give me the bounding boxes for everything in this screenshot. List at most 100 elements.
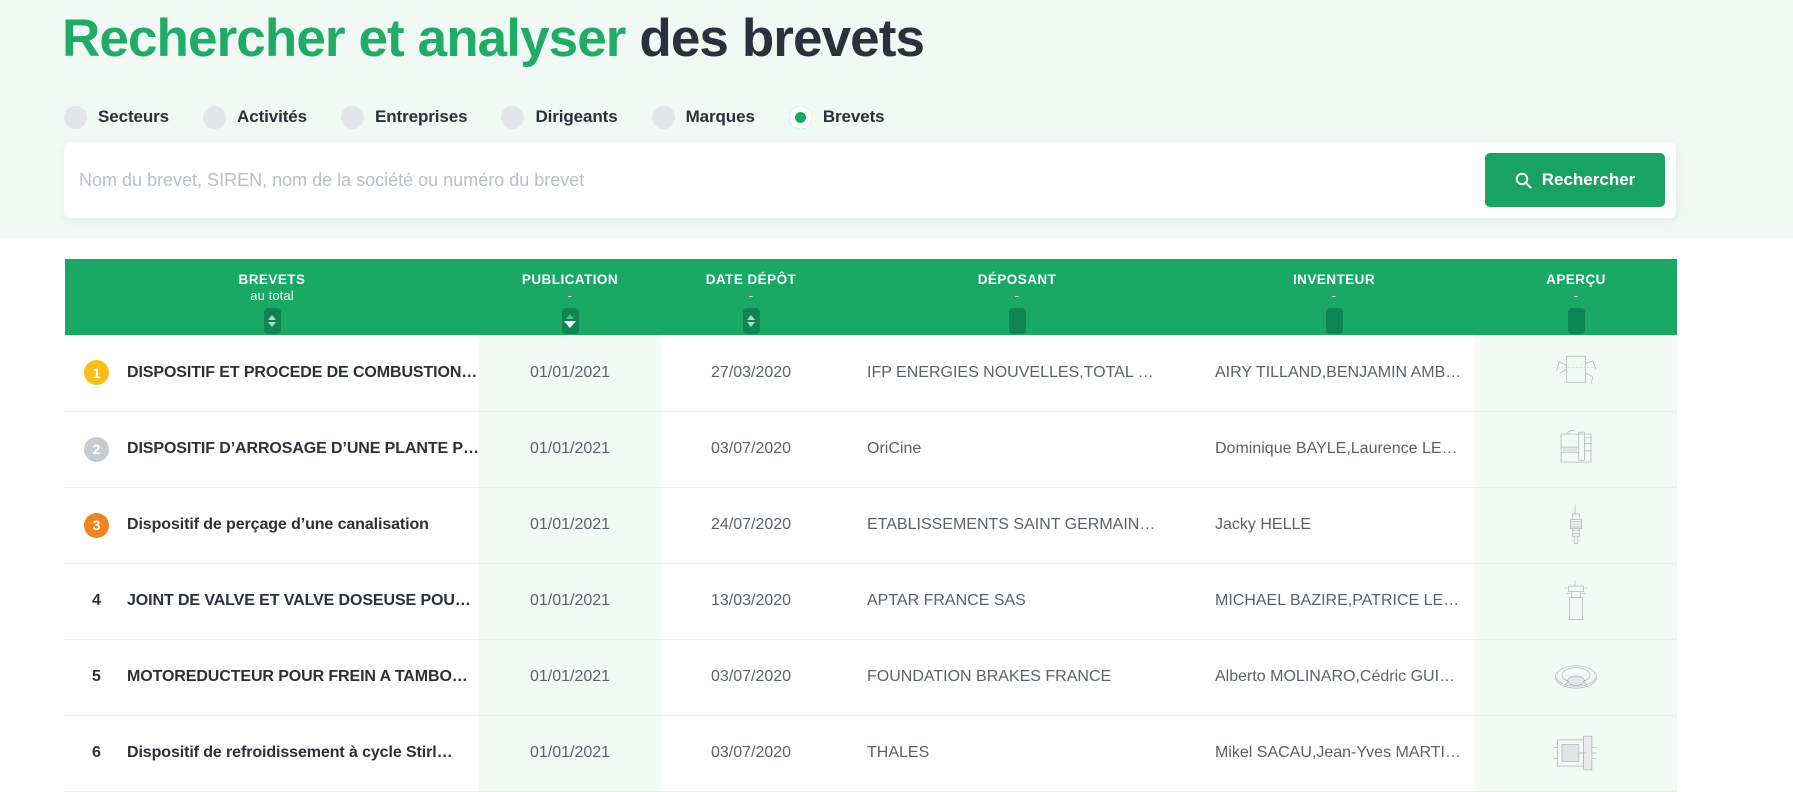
radio-option-secteurs[interactable]: Secteurs — [64, 106, 169, 129]
column-header-title: APERÇU — [1475, 271, 1677, 288]
publication-date: 01/01/2021 — [479, 744, 661, 762]
column-header-inventeur[interactable]: INVENTEUR- — [1193, 259, 1475, 335]
radio-option-entreprises[interactable]: Entreprises — [341, 106, 467, 129]
column-header-subtitle: - — [479, 288, 661, 304]
sort-control[interactable] — [264, 308, 281, 334]
table-row[interactable]: 1DISPOSITIF ET PROCEDE DE COMBUSTION…01/… — [65, 335, 1677, 411]
search-button[interactable]: Rechercher — [1485, 153, 1665, 207]
table-row[interactable]: 4JOINT DE VALVE ET VALVE DOSEUSE POUR…01… — [65, 563, 1677, 639]
table-row[interactable]: 6Dispositif de refroidissement à cycle S… — [65, 715, 1677, 791]
patent-drawing-thumbnail[interactable] — [1475, 576, 1677, 626]
cell-deposant: OriCine — [841, 411, 1193, 487]
cell-deposant: FOUNDATION BRAKES FRANCE — [841, 639, 1193, 715]
sort-control[interactable] — [1326, 308, 1343, 334]
column-header-datedpt[interactable]: DATE DÉPÔT- — [661, 259, 841, 335]
publication-date: 01/01/2021 — [479, 516, 661, 534]
date-depot: 24/07/2020 — [661, 516, 841, 534]
deposant-name: FOUNDATION BRAKES FRANCE — [841, 668, 1193, 686]
row-rank-badge: 3 — [84, 513, 109, 538]
cell-brevet[interactable]: 2DISPOSITIF D’ARROSAGE D’UNE PLANTE P… — [65, 411, 479, 487]
radio-option-activits[interactable]: Activités — [203, 106, 307, 129]
cell-publication: 01/01/2021 — [479, 563, 661, 639]
radio-option-dirigeants[interactable]: Dirigeants — [501, 106, 617, 129]
sort-asc-icon — [268, 315, 276, 320]
table-row[interactable]: 2DISPOSITIF D’ARROSAGE D’UNE PLANTE P…01… — [65, 411, 1677, 487]
radio-dot-icon — [652, 106, 675, 129]
cell-brevet[interactable]: 6Dispositif de refroidissement à cycle S… — [65, 715, 479, 791]
table-row[interactable]: 5MOTOREDUCTEUR POUR FREIN A TAMBO…01/01/… — [65, 639, 1677, 715]
date-depot: 03/07/2020 — [661, 668, 841, 686]
cell-inventeur: Mikel SACAU,Jean-Yves MARTIN,Ju… — [1193, 715, 1475, 791]
cell-inventeur: Alberto MOLINARO,Cédric GUIGN… — [1193, 639, 1475, 715]
column-header-publication[interactable]: PUBLICATION- — [479, 259, 661, 335]
radio-dot-icon — [789, 106, 812, 129]
search-input[interactable] — [79, 142, 1499, 218]
cell-apercu[interactable] — [1475, 715, 1677, 791]
inventeur-name: Dominique BAYLE,Laurence LEMA… — [1193, 440, 1475, 458]
cell-brevet[interactable]: 3 Dispositif de perçage d’une canalisatio… — [65, 487, 479, 563]
column-header-brevets[interactable]: BREVETSau total — [65, 259, 479, 335]
radio-dot-icon — [501, 106, 524, 129]
inventeur-name: MICHAEL BAZIRE,PATRICE LEONE — [1193, 592, 1475, 610]
patent-drawing-thumbnail[interactable] — [1475, 728, 1677, 778]
radio-option-marques[interactable]: Marques — [652, 106, 755, 129]
hero-section: Rechercher et analyser des brevets Secte… — [0, 0, 1793, 238]
patent-drawing-thumbnail[interactable] — [1475, 424, 1677, 474]
inventeur-name: Alberto MOLINARO,Cédric GUIGN… — [1193, 668, 1475, 686]
column-header-subtitle: - — [1193, 288, 1475, 304]
radio-dot-icon — [341, 106, 364, 129]
column-header-dposant[interactable]: DÉPOSANT- — [841, 259, 1193, 335]
cell-inventeur: Jacky HELLE — [1193, 487, 1475, 563]
cell-apercu[interactable] — [1475, 335, 1677, 411]
table-body: 1DISPOSITIF ET PROCEDE DE COMBUSTION…01/… — [65, 335, 1677, 791]
page-title-rest: des brevets — [639, 9, 924, 68]
cell-publication: 01/01/2021 — [479, 639, 661, 715]
cell-publication: 01/01/2021 — [479, 411, 661, 487]
radio-dot-icon — [64, 106, 87, 129]
patent-drawing-thumbnail[interactable] — [1475, 652, 1677, 702]
inventeur-name: AIRY TILLAND,BENJAMIN AMBLAR… — [1193, 364, 1475, 382]
table-header-row: BREVETSau totalPUBLICATION-DATE DÉPÔT-DÉ… — [65, 259, 1677, 335]
search-icon — [1515, 172, 1532, 189]
cell-apercu[interactable] — [1475, 487, 1677, 563]
sort-control[interactable] — [562, 308, 579, 334]
brevet-title: DISPOSITIF D’ARROSAGE D’UNE PLANTE P… — [127, 440, 479, 458]
deposant-name: ETABLISSEMENTS SAINT GERMAIN… — [841, 516, 1193, 534]
inventeur-name: Mikel SACAU,Jean-Yves MARTIN,Ju… — [1193, 744, 1475, 762]
column-header-subtitle: au total — [65, 288, 479, 304]
patent-drawing-thumbnail[interactable] — [1475, 500, 1677, 550]
page-title-highlight: Rechercher et analyser — [62, 9, 626, 68]
column-header-subtitle: - — [1475, 288, 1677, 304]
radio-option-brevets[interactable]: Brevets — [789, 106, 885, 129]
cell-apercu[interactable] — [1475, 411, 1677, 487]
date-depot: 13/03/2020 — [661, 592, 841, 610]
radio-option-label: Secteurs — [98, 107, 169, 127]
cell-brevet[interactable]: 4JOINT DE VALVE ET VALVE DOSEUSE POUR… — [65, 563, 479, 639]
cell-apercu[interactable] — [1475, 639, 1677, 715]
row-rank-badge: 1 — [84, 360, 109, 385]
cell-date-depot: 03/07/2020 — [661, 411, 841, 487]
publication-date: 01/01/2021 — [479, 592, 661, 610]
sort-control[interactable] — [1568, 308, 1585, 334]
column-header-title: DÉPOSANT — [841, 271, 1193, 288]
deposant-name: IFP ENERGIES NOUVELLES,TOTAL … — [841, 364, 1193, 382]
sort-control[interactable] — [1009, 308, 1026, 334]
cell-deposant: APTAR FRANCE SAS — [841, 563, 1193, 639]
column-header-aperu[interactable]: APERÇU- — [1475, 259, 1677, 335]
table-row[interactable]: 3 Dispositif de perçage d’une canalisatio… — [65, 487, 1677, 563]
brevet-title: Dispositif de perçage d’une canalisation — [127, 516, 429, 534]
column-header-subtitle: - — [661, 288, 841, 304]
radio-dot-icon — [203, 106, 226, 129]
table-header: BREVETSau totalPUBLICATION-DATE DÉPÔT-DÉ… — [65, 259, 1677, 335]
column-header-title: INVENTEUR — [1193, 271, 1475, 288]
cell-inventeur: MICHAEL BAZIRE,PATRICE LEONE — [1193, 563, 1475, 639]
cell-brevet[interactable]: 1DISPOSITIF ET PROCEDE DE COMBUSTION… — [65, 335, 479, 411]
cell-date-depot: 03/07/2020 — [661, 639, 841, 715]
cell-brevet[interactable]: 5MOTOREDUCTEUR POUR FREIN A TAMBO… — [65, 639, 479, 715]
sort-asc-icon — [566, 314, 574, 319]
sort-control[interactable] — [743, 308, 760, 334]
sort-desc-icon — [564, 321, 576, 328]
cell-apercu[interactable] — [1475, 563, 1677, 639]
cell-publication: 01/01/2021 — [479, 487, 661, 563]
patent-drawing-thumbnail[interactable] — [1475, 348, 1677, 398]
